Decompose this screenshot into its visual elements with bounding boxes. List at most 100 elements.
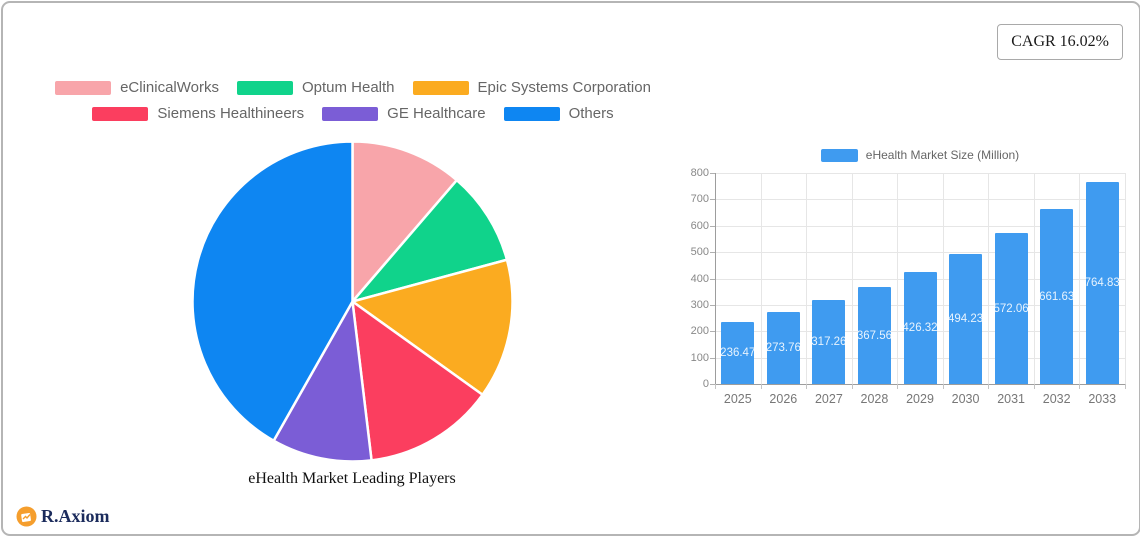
y-axis-tick-label: 600 bbox=[690, 219, 709, 232]
gridline-v bbox=[760, 173, 762, 384]
pie-legend-item-others[interactable]: Others bbox=[503, 105, 614, 122]
pie-slice-others[interactable] bbox=[191, 140, 354, 442]
pie-slice-epic-systems-corporation[interactable] bbox=[351, 258, 514, 396]
pie-chart-title: eHealth Market Leading Players bbox=[248, 470, 456, 487]
pie-legend-item-eclinicalworks[interactable]: eClinicalWorks bbox=[55, 79, 219, 96]
pie-legend-swatch bbox=[236, 80, 293, 95]
pie-legend-label: Siemens Healthineers bbox=[157, 105, 305, 122]
x-tick-mark bbox=[760, 384, 762, 389]
pie-legend-label: eClinicalWorks bbox=[120, 79, 219, 96]
pie-legend-swatch bbox=[55, 80, 112, 95]
bar-2030[interactable] bbox=[949, 253, 983, 384]
bar-legend-swatch bbox=[820, 148, 858, 162]
pie-legend: eClinicalWorks Optum Health Epic Systems C… bbox=[3, 79, 703, 122]
y-tick-mark bbox=[710, 199, 715, 201]
pie-legend-label: GE Healthcare bbox=[387, 105, 486, 122]
y-axis-tick-label: 200 bbox=[690, 325, 709, 338]
bar-chart: eHealth Market Size (Million) 0 100 200 300… bbox=[683, 148, 1138, 418]
bar-plot-area: 0 100 200 300 400 500 600 700 800 236.47 2025 273.7… bbox=[691, 167, 1126, 406]
y-axis-tick-label: 400 bbox=[690, 272, 709, 285]
pie-legend-row: Siemens Healthineers GE Healthcare Others bbox=[92, 105, 614, 122]
y-tick-mark bbox=[710, 331, 715, 333]
bar-2029[interactable] bbox=[903, 271, 937, 384]
pie-legend-item-siemens-healthineers[interactable]: Siemens Healthineers bbox=[92, 105, 304, 122]
pie-legend-item-epic-systems-corporation[interactable]: Epic Systems Corporation bbox=[412, 79, 651, 96]
gridline-v bbox=[942, 173, 944, 384]
bar-value-label: 317.26 bbox=[811, 336, 847, 349]
pie-legend-label: Others bbox=[568, 105, 614, 122]
brand-logo: R.Axiom bbox=[16, 506, 110, 527]
x-axis-tick-label: 2033 bbox=[1088, 392, 1117, 406]
bar-legend-label: eHealth Market Size (Million) bbox=[865, 148, 1020, 162]
pie-legend-label: Optum Health bbox=[301, 79, 395, 96]
gridline-h bbox=[715, 384, 1125, 385]
gridline-v bbox=[897, 173, 899, 384]
gridline-h bbox=[715, 225, 1125, 227]
x-axis-tick-label: 2030 bbox=[951, 392, 980, 406]
bar-2025[interactable] bbox=[721, 321, 755, 384]
x-axis-tick-label: 2027 bbox=[814, 392, 843, 406]
gridline-v bbox=[851, 173, 853, 384]
y-tick-mark bbox=[710, 173, 715, 174]
cagr-badge: CAGR 16.02% bbox=[997, 24, 1123, 60]
y-tick-mark bbox=[710, 225, 715, 227]
x-axis-tick-label: 2032 bbox=[1042, 392, 1071, 406]
y-tick-mark bbox=[710, 384, 715, 385]
gridline-v bbox=[806, 173, 808, 384]
gridline-v bbox=[1079, 173, 1081, 384]
bar-2031[interactable] bbox=[994, 233, 1028, 384]
gridline-v bbox=[988, 173, 990, 384]
pie-legend-swatch bbox=[412, 80, 469, 95]
pie-legend-item-optum-health[interactable]: Optum Health bbox=[236, 79, 395, 96]
bar-value-label: 494.23 bbox=[947, 312, 984, 325]
gridline-h bbox=[715, 173, 1125, 174]
bar-2026[interactable] bbox=[766, 311, 800, 384]
x-tick-mark bbox=[851, 384, 853, 389]
pie-legend-swatch bbox=[92, 106, 149, 121]
x-tick-mark bbox=[988, 384, 990, 389]
bar-2033[interactable] bbox=[1085, 182, 1119, 384]
bar-2027[interactable] bbox=[812, 300, 846, 384]
bar-value-label: 572.06 bbox=[993, 302, 1029, 315]
gridline-h bbox=[715, 199, 1125, 201]
gridline-v bbox=[1033, 173, 1035, 384]
pie-slice-ge-healthcare[interactable] bbox=[272, 300, 373, 463]
x-tick-mark bbox=[715, 384, 716, 389]
y-axis-tick-label: 500 bbox=[690, 246, 709, 259]
x-axis-tick-label: 2025 bbox=[723, 392, 752, 406]
x-tick-mark bbox=[942, 384, 944, 389]
x-tick-mark bbox=[1079, 384, 1081, 389]
y-tick-mark bbox=[710, 357, 715, 359]
brand-logo-icon bbox=[16, 506, 37, 527]
pie-legend-swatch bbox=[503, 106, 560, 121]
pie-legend-item-ge-healthcare[interactable]: GE Healthcare bbox=[322, 105, 486, 122]
bar-value-label: 367.56 bbox=[856, 329, 893, 342]
y-axis-tick-label: 800 bbox=[690, 167, 709, 179]
gridline-v bbox=[1125, 173, 1126, 384]
y-axis-tick-label: 300 bbox=[690, 298, 709, 311]
pie-slice-siemens-healthineers[interactable] bbox=[351, 300, 484, 462]
y-axis-tick-label: 0 bbox=[702, 378, 709, 390]
y-tick-mark bbox=[710, 278, 715, 280]
y-axis-tick-label: 100 bbox=[690, 351, 709, 364]
x-axis-tick-label: 2031 bbox=[997, 392, 1026, 406]
bar-chart-legend-item[interactable]: eHealth Market Size (Million) bbox=[715, 148, 1125, 162]
bar-2028[interactable] bbox=[857, 287, 891, 384]
pie-slice-eclinicalworks[interactable] bbox=[351, 140, 459, 303]
x-tick-mark bbox=[806, 384, 808, 389]
x-tick-mark bbox=[897, 384, 899, 389]
brand-name: R.Axiom bbox=[41, 506, 110, 526]
x-tick-mark bbox=[1125, 384, 1126, 389]
pie-legend-row: eClinicalWorks Optum Health Epic Systems C… bbox=[55, 79, 651, 96]
bar-2032[interactable] bbox=[1040, 209, 1074, 384]
x-axis-tick-label: 2026 bbox=[769, 392, 798, 406]
bar-value-label: 661.63 bbox=[1039, 290, 1075, 303]
pie-legend-swatch bbox=[322, 106, 379, 121]
pie-slice-optum-health[interactable] bbox=[351, 178, 509, 303]
bar-value-label: 236.47 bbox=[720, 346, 756, 359]
gridline-h bbox=[715, 252, 1125, 254]
bar-value-label: 426.32 bbox=[902, 321, 938, 334]
bar-value-label: 764.83 bbox=[1084, 277, 1120, 290]
x-tick-mark bbox=[1033, 384, 1035, 389]
